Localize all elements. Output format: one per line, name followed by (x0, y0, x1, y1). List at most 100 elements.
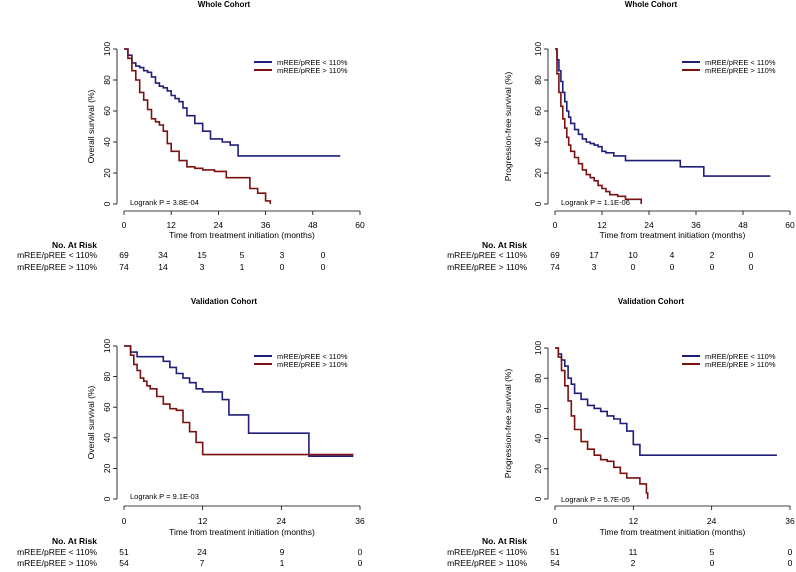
x-tick-label: 12 (198, 516, 208, 526)
risk-row-label: mREE/pREE < 110% (447, 250, 527, 260)
risk-count: 54 (119, 558, 129, 568)
risk-count: 51 (119, 547, 129, 557)
risk-count: 2 (710, 250, 715, 260)
y-tick-label: 80 (533, 75, 543, 85)
x-tick-label: 36 (785, 516, 795, 526)
x-tick-label: 24 (644, 220, 654, 230)
survival-curve-high (124, 48, 272, 204)
x-tick-label: 36 (261, 220, 271, 230)
risk-count: 17 (589, 250, 599, 260)
risk-count: 0 (749, 262, 754, 272)
risk-count: 0 (710, 558, 715, 568)
logrank-annotation: Logrank P = 5.7E-05 (561, 495, 630, 504)
panel-title: Validation Cohort (191, 297, 258, 306)
x-tick-label: 48 (308, 220, 318, 230)
survival-curve-low (555, 48, 771, 177)
y-tick-label: 60 (102, 402, 112, 412)
y-axis-label: Overall survival (%) (86, 385, 96, 459)
risk-count: 5 (710, 547, 715, 557)
risk-count: 4 (670, 250, 675, 260)
legend-entry: mREE/pREE < 110% (277, 352, 348, 361)
y-tick-label: 100 (533, 341, 543, 355)
x-tick-label: 0 (122, 220, 127, 230)
risk-table-header: No. At Risk (482, 240, 527, 250)
y-axis-label: Progression-free survival (%) (503, 369, 513, 479)
risk-count: 0 (788, 547, 793, 557)
y-tick-label: 20 (533, 464, 543, 474)
legend-entry: mREE/pREE < 110% (277, 58, 348, 67)
risk-count: 9 (280, 547, 285, 557)
risk-count: 0 (710, 262, 715, 272)
risk-count: 0 (670, 262, 675, 272)
survival-curve-low (124, 48, 341, 157)
y-tick-label: 40 (533, 137, 543, 147)
km-panel-1: Whole Cohort 0 12 24 36 48 60 Time from treatme… (17, 0, 365, 272)
legend-entry: mREE/pREE < 110% (705, 58, 776, 67)
legend-entry: mREE/pREE > 110% (277, 360, 348, 369)
x-tick-label: 36 (355, 516, 365, 526)
y-tick-label: 0 (102, 201, 112, 206)
y-tick-label: 80 (102, 75, 112, 85)
y-tick-label: 20 (102, 168, 112, 178)
x-axis-label: Time from treatment initiation (months) (600, 527, 746, 537)
risk-count: 3 (592, 262, 597, 272)
survival-curve-low (124, 345, 354, 457)
risk-count: 51 (550, 547, 560, 557)
x-tick-label: 12 (629, 516, 639, 526)
risk-count: 69 (119, 250, 129, 260)
y-tick-label: 20 (533, 168, 543, 178)
y-axis-label: Overall survival (%) (86, 89, 96, 163)
x-tick-label: 12 (166, 220, 176, 230)
risk-row-label: mREE/pREE > 110% (447, 262, 527, 272)
risk-table-header: No. At Risk (52, 536, 97, 546)
panel-title: Whole Cohort (625, 0, 678, 9)
logrank-annotation: Logrank P = 1.1E-06 (561, 198, 630, 207)
risk-count: 7 (200, 558, 205, 568)
risk-count: 3 (280, 250, 285, 260)
y-tick-label: 0 (533, 201, 543, 206)
risk-count: 1 (240, 262, 245, 272)
x-tick-label: 0 (122, 516, 127, 526)
y-tick-label: 60 (533, 106, 543, 116)
risk-row-label: mREE/pREE < 110% (17, 547, 97, 557)
risk-count: 54 (550, 558, 560, 568)
y-tick-label: 100 (102, 42, 112, 56)
risk-count: 34 (158, 250, 168, 260)
y-axis-label: Progression-free survival (%) (503, 72, 513, 182)
km-panel-4: Validation Cohort 0 12 24 36 Time from treatm… (447, 297, 795, 568)
y-tick-label: 0 (102, 496, 112, 501)
x-tick-label: 24 (707, 516, 717, 526)
x-tick-label: 60 (785, 220, 795, 230)
survival-curve-high (555, 347, 649, 499)
risk-row-label: mREE/pREE > 110% (17, 262, 97, 272)
x-tick-label: 12 (597, 220, 607, 230)
y-tick-label: 80 (102, 372, 112, 382)
risk-count: 0 (321, 250, 326, 260)
x-axis-label: Time from treatment initiation (months) (600, 230, 746, 240)
x-axis-label: Time from treatment initiation (months) (169, 527, 315, 537)
x-tick-label: 36 (691, 220, 701, 230)
x-tick-label: 0 (553, 220, 558, 230)
y-tick-label: 60 (102, 106, 112, 116)
risk-count: 0 (631, 262, 636, 272)
risk-row-label: mREE/pREE > 110% (17, 558, 97, 568)
risk-count: 5 (240, 250, 245, 260)
logrank-annotation: Logrank P = 3.8E-04 (130, 198, 199, 207)
y-tick-label: 100 (533, 42, 543, 56)
y-tick-label: 80 (533, 373, 543, 383)
y-tick-label: 60 (533, 403, 543, 413)
y-tick-label: 0 (533, 496, 543, 501)
survival-curve-high (555, 48, 642, 204)
risk-row-label: mREE/pREE < 110% (447, 547, 527, 557)
risk-count: 10 (628, 250, 638, 260)
x-tick-label: 24 (214, 220, 224, 230)
risk-count: 11 (629, 547, 638, 557)
legend-entry: mREE/pREE < 110% (705, 352, 776, 361)
y-tick-label: 100 (102, 339, 112, 353)
risk-count: 69 (550, 250, 560, 260)
logrank-annotation: Logrank P = 9.1E-03 (130, 492, 199, 501)
risk-count: 0 (788, 558, 793, 568)
survival-curve-low (555, 347, 777, 456)
risk-count: 74 (119, 262, 129, 272)
